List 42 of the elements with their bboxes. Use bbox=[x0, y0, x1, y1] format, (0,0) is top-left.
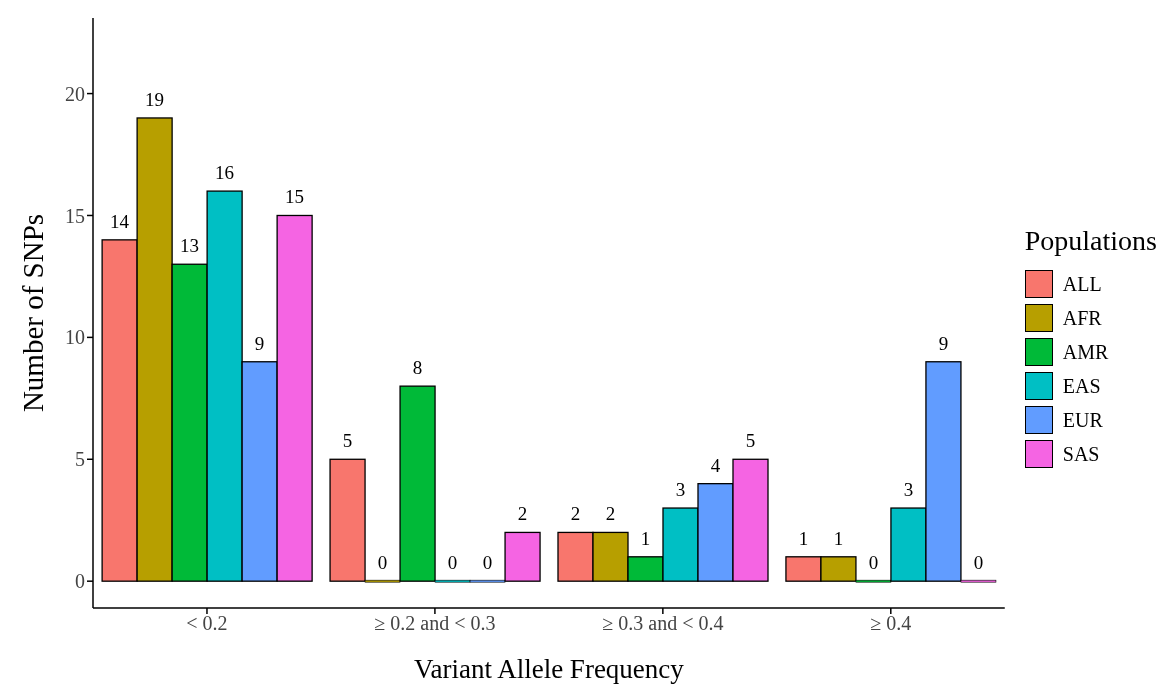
y-tick-label: 15 bbox=[65, 204, 85, 227]
data-label: 3 bbox=[675, 479, 686, 501]
data-label: 1 bbox=[833, 527, 844, 549]
legend-label: EUR bbox=[1062, 408, 1103, 432]
y-tick-label: 10 bbox=[65, 326, 85, 349]
data-label: 5 bbox=[745, 430, 756, 452]
x-tick-label: < 0.2 bbox=[186, 612, 228, 635]
y-tick-label: 20 bbox=[65, 82, 85, 105]
data-label: 0 bbox=[447, 552, 458, 574]
data-label: 15 bbox=[285, 186, 305, 208]
data-label: 8 bbox=[412, 357, 423, 379]
data-label: 4 bbox=[710, 454, 721, 476]
data-label: 0 bbox=[482, 552, 493, 574]
data-label: 1 bbox=[798, 527, 809, 549]
data-label: 9 bbox=[938, 332, 949, 354]
x-tick-label: ≥ 0.3 and < 0.4 bbox=[602, 612, 724, 635]
data-label: 0 bbox=[868, 552, 879, 574]
legend-label: AFR bbox=[1062, 306, 1102, 330]
data-label: 9 bbox=[254, 332, 265, 354]
legend-label: AMR bbox=[1062, 340, 1109, 364]
data-label: 3 bbox=[903, 479, 914, 501]
x-tick-label: ≥ 0.4 bbox=[870, 612, 912, 635]
y-axis-title: Number of SNPs bbox=[17, 213, 50, 413]
legend-label: EAS bbox=[1062, 374, 1101, 398]
legend-label: SAS bbox=[1062, 442, 1100, 466]
data-label: 2 bbox=[570, 503, 581, 525]
data-label: 1 bbox=[640, 527, 651, 549]
y-tick-label: 5 bbox=[75, 448, 85, 471]
legend-title: Populations bbox=[1024, 225, 1157, 257]
data-label: 0 bbox=[377, 552, 388, 574]
x-tick-label: ≥ 0.2 and < 0.3 bbox=[374, 612, 496, 635]
data-label: 2 bbox=[605, 503, 616, 525]
data-label: 2 bbox=[517, 503, 528, 525]
data-label: 5 bbox=[342, 430, 353, 452]
legend-label: ALL bbox=[1062, 272, 1102, 296]
data-label: 19 bbox=[145, 88, 165, 110]
y-tick-label: 0 bbox=[75, 570, 85, 593]
data-label: 13 bbox=[180, 235, 200, 257]
data-label: 16 bbox=[215, 162, 235, 184]
data-label: 0 bbox=[973, 552, 984, 574]
x-axis-title: Variant Allele Frequency bbox=[413, 654, 685, 684]
data-label: 14 bbox=[110, 210, 130, 232]
